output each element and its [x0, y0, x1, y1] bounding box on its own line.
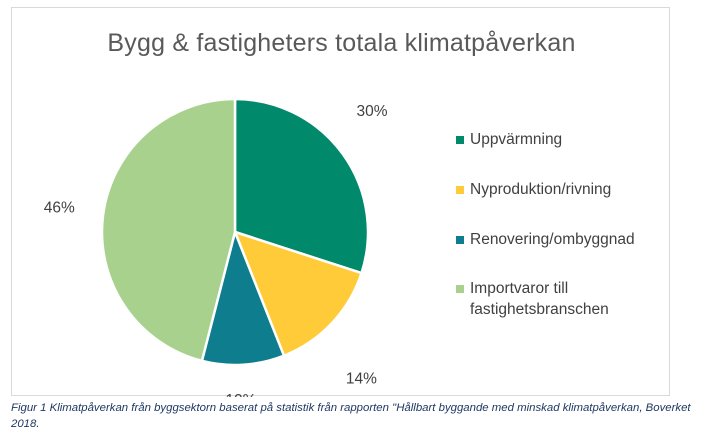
legend-label: Renovering/ombyggnad	[470, 231, 635, 248]
legend-swatch-nyproduktion	[456, 186, 464, 194]
legend-swatch-renovering	[456, 236, 464, 244]
legend-item-uppvarmning: Uppvärmning	[456, 129, 670, 150]
pie-slice-importvaror	[100, 97, 237, 363]
data-label-nyproduktion: 14%	[346, 371, 377, 388]
legend-item-renovering: Renovering/ombyggnad	[456, 229, 670, 250]
data-label-importvaror: 46%	[44, 199, 75, 216]
legend-swatch-uppvarmning	[456, 136, 464, 144]
data-label-uppvarmning: 30%	[357, 103, 388, 120]
legend-item-nyproduktion: Nyproduktion/rivning	[456, 179, 670, 200]
data-label-renovering: 10%	[225, 392, 256, 397]
chart-frame: Bygg & fastigheters totala klimatpåverka…	[11, 7, 670, 397]
legend-item-importvaror: Importvaror till fastighetsbranschen	[456, 278, 640, 320]
legend-label: Importvaror till fastighetsbranschen	[470, 280, 609, 318]
chart-title: Bygg & fastigheters totala klimatpåverka…	[107, 29, 576, 57]
pie-slice-uppvarmning	[233, 97, 370, 275]
legend-label: Uppvärmning	[470, 131, 563, 148]
legend: Uppvärmning Nyproduktion/rivning Renover…	[456, 129, 670, 349]
pie-slice-nyproduktion	[233, 230, 363, 357]
pie-slice-renovering	[200, 230, 286, 367]
pie-chart: 30% 14% 10% 46%	[44, 97, 388, 397]
figure-caption: Figur 1 Klimatpåverkan från byggsektorn …	[11, 402, 691, 430]
legend-swatch-importvaror	[456, 285, 464, 293]
legend-label: Nyproduktion/rivning	[470, 181, 612, 198]
